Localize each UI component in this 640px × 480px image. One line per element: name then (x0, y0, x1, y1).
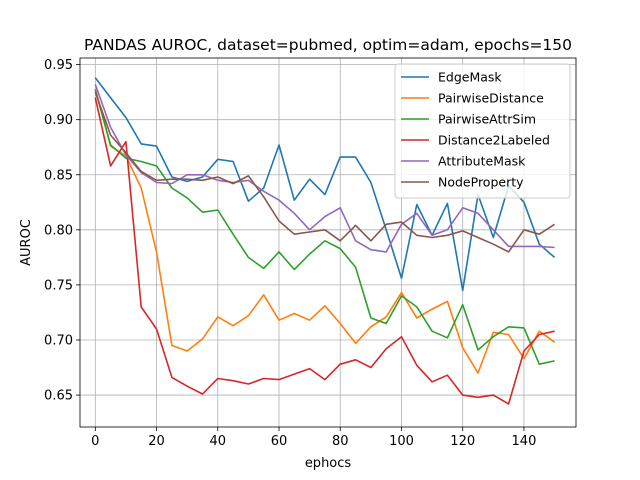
y-tick-label: 0.95 (44, 58, 73, 73)
legend: EdgeMask PairwiseDistance PairwiseAttrSim D… (394, 63, 571, 199)
y-tick-label: 0.85 (44, 168, 73, 183)
legend-label-node-property: NodeProperty (438, 175, 524, 190)
x-axis-label: ephocs (305, 456, 352, 471)
x-tick-label: 60 (271, 434, 288, 449)
x-tick-label: 120 (450, 434, 475, 449)
series-line-distance2-labeled (94, 97, 555, 405)
series-line-node-property (94, 91, 556, 253)
y-tick-label: 0.70 (44, 333, 73, 348)
legend-label-edge-mask: EdgeMask (438, 70, 502, 85)
y-tick-label: 0.80 (44, 223, 73, 238)
legend-label-attribute-mask: AttributeMask (438, 154, 526, 169)
plot-area-frame (79, 57, 577, 428)
x-tick-label: 40 (210, 434, 227, 449)
series-line-pairwise-attr-sim (94, 89, 555, 366)
series-line-pairwise-distance (94, 88, 556, 374)
series-lines (94, 77, 556, 405)
legend-label-pairwise-attr-sim: PairwiseAttrSim (438, 112, 536, 127)
y-axis-label: AUROC (19, 219, 34, 266)
axis-ticks: 0 20 40 60 80 100 120 140 0.65 0.70 0.75 0.80 0.85 0.… (44, 58, 536, 449)
x-tick-label: 80 (332, 434, 349, 449)
chart-title: PANDAS AUROC, dataset=pubmed, optim=adam… (84, 36, 572, 54)
y-tick-label: 0.90 (44, 113, 73, 128)
legend-label-distance2-labeled: Distance2Labeled (438, 133, 550, 148)
x-tick-label: 0 (91, 434, 99, 449)
series-line-attribute-mask (94, 84, 555, 253)
x-tick-label: 20 (148, 434, 165, 449)
y-tick-label: 0.75 (44, 278, 73, 293)
x-tick-label: 100 (389, 434, 414, 449)
legend-label-pairwise-distance: PairwiseDistance (438, 91, 544, 106)
legend-box (394, 63, 571, 199)
x-tick-label: 140 (512, 434, 537, 449)
y-tick-label: 0.65 (44, 389, 73, 404)
